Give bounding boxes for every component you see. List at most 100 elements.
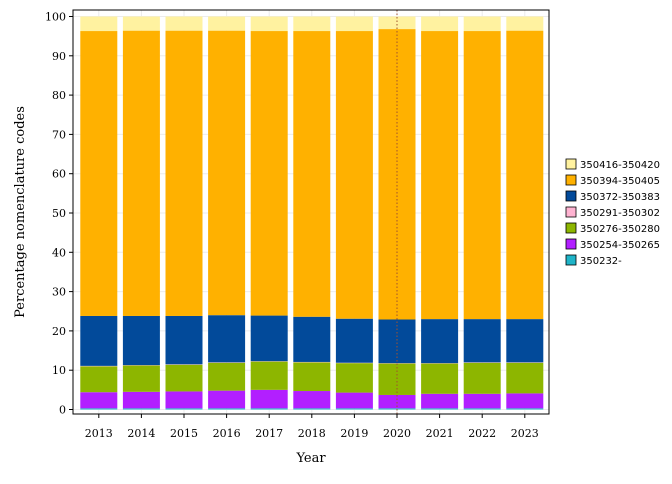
bar-stack-2021 [421, 17, 458, 410]
legend: 350416-350420 350394-350405 350372-350383 3… [566, 159, 660, 267]
legend-swatch [566, 239, 576, 249]
bar-segment [506, 393, 543, 408]
x-tick-label: 2021 [426, 427, 454, 440]
bar-segment [464, 408, 501, 409]
bar-stack-2013 [80, 17, 117, 410]
y-tick-label: 20 [52, 325, 66, 338]
legend-item: 350276-350280 [566, 223, 660, 235]
bar-segment [208, 363, 245, 391]
bar-segment [506, 408, 543, 409]
legend-swatch [566, 175, 576, 185]
bar-segment [506, 31, 543, 319]
bar-segment [166, 31, 203, 316]
bar-segment [464, 17, 501, 32]
bar-segment [80, 31, 117, 316]
bar-segment [336, 319, 373, 363]
legend-item: 350372-350383 [566, 191, 660, 203]
bar-segment [166, 408, 203, 409]
bar-segment [506, 363, 543, 394]
bar-segment [80, 392, 117, 408]
bar-stack-2022 [464, 17, 501, 410]
bar-segment [293, 317, 330, 362]
bar-segment [166, 391, 203, 408]
bar-segment [208, 408, 245, 409]
bar-segment [208, 31, 245, 316]
x-tick-label: 2022 [468, 427, 496, 440]
bar-segment [251, 390, 288, 408]
bar-segment [336, 17, 373, 32]
bar-segment [293, 17, 330, 32]
legend-label: 350372-350383 [580, 192, 660, 203]
legend-swatch [566, 159, 576, 169]
bar-segment [123, 31, 160, 316]
bar-segment [208, 17, 245, 31]
bar-stack-2017 [251, 17, 288, 410]
bar-segment [336, 408, 373, 409]
bar-segment [336, 393, 373, 409]
bar-stack-2018 [293, 17, 330, 410]
bar-stack-2016 [208, 17, 245, 410]
x-tick-label: 2015 [170, 427, 198, 440]
bar-segment [506, 319, 543, 362]
y-tick-label: 90 [52, 50, 66, 63]
legend-label: 350416-350420 [580, 160, 660, 171]
bar-segment [80, 17, 117, 32]
bar-segment [336, 31, 373, 319]
bar-segment [464, 394, 501, 409]
bar-segment [166, 365, 203, 392]
bar-segment [123, 408, 160, 409]
bar-segment [293, 31, 330, 317]
bar-stack-2023 [506, 17, 543, 410]
bar-segment [166, 316, 203, 364]
bar-segment [293, 391, 330, 408]
y-tick-label: 50 [52, 207, 66, 220]
legend-label: 350254-350265 [580, 240, 660, 251]
bar-stack-2019 [336, 17, 373, 410]
bar-segment [421, 31, 458, 319]
legend-item: 350254-350265 [566, 239, 660, 251]
x-axis-title: Year [295, 451, 326, 466]
x-tick-label: 2023 [511, 427, 539, 440]
x-tick-label: 2013 [85, 427, 113, 440]
bar-segment [251, 362, 288, 390]
bar-segment [251, 408, 288, 409]
bar-segment [293, 408, 330, 409]
y-tick-label: 100 [45, 11, 66, 24]
x-tick-label: 2014 [127, 427, 155, 440]
bar-segment [336, 363, 373, 392]
x-tick-label: 2017 [255, 427, 283, 440]
bar-segment [251, 31, 288, 316]
legend-label: 350291-350302 [580, 208, 660, 219]
legend-swatch [566, 207, 576, 217]
legend-label: 350394-350405 [580, 176, 660, 187]
legend-item: 350416-350420 [566, 159, 660, 171]
bar-segment [421, 364, 458, 394]
bar-segment [80, 408, 117, 409]
y-tick-label: 10 [52, 364, 66, 377]
x-tick-label: 2016 [213, 427, 241, 440]
bar-segment [80, 316, 117, 366]
bar-segment [506, 17, 543, 31]
y-tick-label: 40 [52, 246, 66, 259]
x-tick-label: 2019 [340, 427, 368, 440]
legend-item: 350291-350302 [566, 207, 660, 219]
y-tick-label: 30 [52, 286, 66, 299]
y-axis-title: Percentage nomenclature codes [13, 106, 28, 318]
bar-segment [123, 316, 160, 365]
bar-segment [166, 17, 203, 31]
bar-segment [421, 319, 458, 363]
y-tick-label: 60 [52, 168, 66, 181]
x-tick-label: 2020 [383, 427, 411, 440]
y-tick-label: 70 [52, 128, 66, 141]
bar-segment [251, 316, 288, 362]
legend-label: 350276-350280 [580, 224, 660, 235]
bar-segment [464, 31, 501, 319]
bars [80, 17, 543, 410]
bar-stack-2014 [123, 17, 160, 410]
bar-segment [293, 362, 330, 391]
bar-stack-2015 [166, 17, 203, 410]
